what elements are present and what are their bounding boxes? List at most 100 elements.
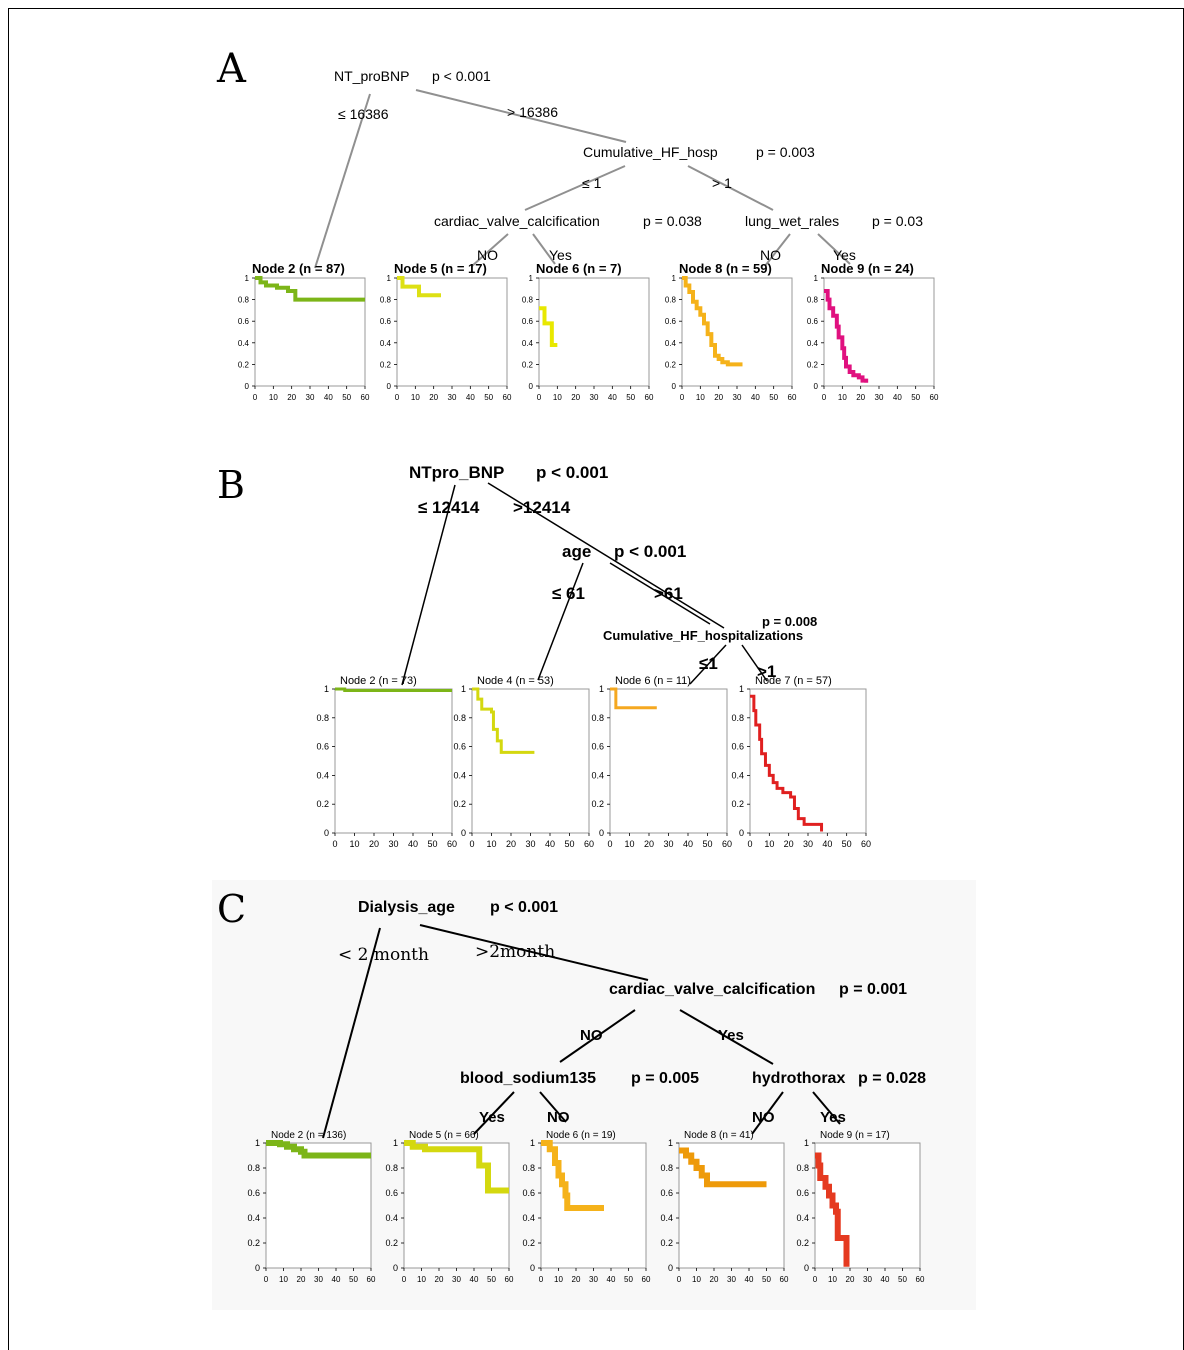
- inner-split-label: hydrothorax: [752, 1070, 845, 1087]
- terminal-node-plot: Node 5 (n = 17) 0 10 20 30 40 50 60 0 0.2 0.4 0.6 0.…: [380, 261, 512, 402]
- inner-split-label: blood_sodium135: [460, 1070, 596, 1087]
- tree-edge-line: [539, 1091, 567, 1123]
- y-tick-label: 0.6: [522, 317, 534, 326]
- terminal-node-plot: Node 8 (n = 41) 0 10 20 30 40 50 60 0 0.2 0.4 0.6 0.…: [660, 1130, 789, 1284]
- y-tick-label: 0.2: [807, 360, 819, 369]
- tree-edge-line: [415, 89, 627, 143]
- tree-edge-line: [471, 233, 509, 267]
- tree-edge-line: [473, 1091, 515, 1135]
- x-tick-label: 30: [803, 839, 813, 849]
- inner-split-pvalue: p = 0.03: [872, 213, 923, 229]
- x-tick-label: 50: [842, 839, 852, 849]
- y-tick-label: 0.2: [796, 1238, 809, 1248]
- survival-curve: [610, 687, 657, 710]
- y-tick-label: 0.4: [660, 1213, 673, 1223]
- tree-edge-line: [322, 927, 381, 1139]
- y-tick-label: 0: [804, 1263, 809, 1273]
- x-tick-label: 50: [911, 393, 920, 402]
- inner-split-label: Cumulative_HF_hospitalizations: [603, 628, 803, 643]
- y-tick-label: 1: [529, 274, 534, 283]
- terminal-node-plot: Node 5 (n = 66) 0 10 20 30 40 50 60 0 0.2 0.4 0.6 0.…: [385, 1130, 514, 1284]
- tree-edge-line: [537, 562, 584, 681]
- x-tick-label: 50: [342, 393, 351, 402]
- edge-condition-label: Yes: [718, 1027, 744, 1044]
- x-tick-label: 10: [554, 1275, 563, 1284]
- node-title: Node 2 (n = 73): [340, 675, 417, 687]
- x-tick-label: 20: [856, 393, 865, 402]
- survival-curve: [679, 1147, 767, 1188]
- node-title: Node 5 (n = 66): [409, 1130, 479, 1141]
- x-tick-label: 20: [571, 393, 580, 402]
- y-tick-label: 0: [599, 828, 604, 838]
- edge-condition-label: Yes: [820, 1109, 846, 1126]
- x-tick-label: 0: [607, 839, 612, 849]
- plot-frame: [609, 688, 728, 834]
- y-tick-label: 0.8: [385, 1163, 398, 1173]
- y-tick-label: 1: [814, 274, 819, 283]
- y-tick-label: 1: [461, 684, 466, 694]
- y-tick-label: 0.8: [247, 1163, 260, 1173]
- node-title: Node 7 (n = 57): [755, 675, 832, 687]
- tree-edge-line: [764, 233, 791, 267]
- x-tick-label: 60: [361, 393, 370, 402]
- x-tick-label: 40: [408, 839, 418, 849]
- y-tick-label: 0.2: [522, 1238, 535, 1248]
- y-tick-label: 0.6: [796, 1188, 809, 1198]
- y-tick-label: 0.4: [731, 770, 744, 780]
- y-tick-label: 0: [529, 382, 534, 391]
- x-tick-label: 40: [608, 393, 617, 402]
- inner-split-label: Cumulative_HF_hosp: [583, 144, 718, 160]
- y-tick-label: 0: [245, 382, 250, 391]
- x-tick-label: 60: [916, 1275, 925, 1284]
- x-tick-label: 30: [448, 393, 457, 402]
- x-tick-label: 20: [429, 393, 438, 402]
- x-tick-label: 10: [828, 1275, 837, 1284]
- y-tick-label: 0: [672, 382, 677, 391]
- x-tick-label: 0: [395, 393, 400, 402]
- y-tick-label: 0.2: [385, 1238, 398, 1248]
- x-tick-label: 20: [644, 839, 654, 849]
- x-tick-label: 30: [314, 1275, 323, 1284]
- survival-curve: [541, 1140, 604, 1211]
- terminal-node-plot: Node 6 (n = 19) 0 10 20 30 40 50 60 0 0.2 0.4 0.6 0.…: [522, 1130, 651, 1284]
- panel-letter: C: [217, 887, 246, 931]
- y-tick-label: 0.6: [247, 1188, 260, 1198]
- node-title: Node 2 (n = 136): [271, 1130, 346, 1141]
- root-split-label: Dialysis_age: [358, 899, 455, 916]
- y-tick-label: 0.2: [247, 1238, 260, 1248]
- x-tick-label: 60: [722, 839, 732, 849]
- x-tick-label: 60: [642, 1275, 651, 1284]
- plot-frame: [749, 688, 867, 834]
- x-tick-label: 20: [784, 839, 794, 849]
- edge-condition-label: >12414: [513, 498, 571, 517]
- survival-curve: [397, 276, 441, 298]
- x-tick-label: 20: [846, 1275, 855, 1284]
- x-tick-label: 0: [680, 393, 685, 402]
- root-split-pvalue: p < 0.001: [490, 899, 558, 916]
- y-tick-label: 0.4: [665, 339, 677, 348]
- panel-letter: B: [217, 463, 245, 507]
- x-tick-label: 60: [505, 1275, 514, 1284]
- x-tick-label: 60: [584, 839, 594, 849]
- edge-condition-label: < 2 month: [338, 945, 429, 965]
- edge-condition-label: > 16386: [507, 104, 558, 120]
- y-tick-label: 0.8: [665, 296, 677, 305]
- x-tick-label: 30: [663, 839, 673, 849]
- terminal-node-plot: Node 6 (n = 11) 0 10 20 30 40 50 60 0 0.2 0.4 0.6 0.…: [591, 675, 732, 849]
- y-tick-label: 1: [393, 1138, 398, 1148]
- y-tick-label: 0: [393, 1263, 398, 1273]
- edge-condition-label: >1: [757, 662, 776, 681]
- x-tick-label: 40: [881, 1275, 890, 1284]
- x-tick-label: 60: [780, 1275, 789, 1284]
- y-tick-label: 0.6: [660, 1188, 673, 1198]
- tree-edge-line: [419, 924, 649, 981]
- edge-condition-label: ≤ 1: [582, 175, 602, 191]
- y-tick-label: 0.4: [380, 339, 392, 348]
- inner-split-pvalue: p = 0.038: [643, 213, 702, 229]
- x-tick-label: 50: [762, 1275, 771, 1284]
- x-tick-label: 10: [411, 393, 420, 402]
- x-tick-label: 60: [930, 393, 939, 402]
- y-tick-label: 0.8: [453, 713, 466, 723]
- inner-split-label: cardiac_valve_calcification: [434, 213, 600, 229]
- plot-frame: [265, 1142, 372, 1269]
